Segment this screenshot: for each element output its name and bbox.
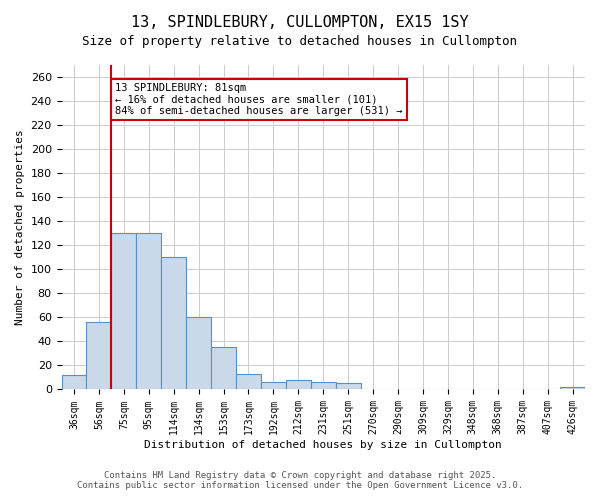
Bar	[236, 374, 261, 390]
Bar	[186, 318, 211, 390]
Bar	[261, 382, 286, 390]
X-axis label: Distribution of detached houses by size in Cullompton: Distribution of detached houses by size …	[145, 440, 502, 450]
Bar	[336, 384, 361, 390]
Bar	[136, 233, 161, 390]
Bar	[62, 375, 86, 390]
Bar	[286, 380, 311, 390]
Bar	[560, 387, 585, 390]
Bar	[161, 258, 186, 390]
Text: Size of property relative to detached houses in Cullompton: Size of property relative to detached ho…	[83, 35, 517, 48]
Text: 13 SPINDLEBURY: 81sqm
← 16% of detached houses are smaller (101)
84% of semi-det: 13 SPINDLEBURY: 81sqm ← 16% of detached …	[115, 83, 403, 116]
Bar	[86, 322, 112, 390]
Bar	[211, 348, 236, 390]
Bar	[311, 382, 336, 390]
Text: 13, SPINDLEBURY, CULLOMPTON, EX15 1SY: 13, SPINDLEBURY, CULLOMPTON, EX15 1SY	[131, 15, 469, 30]
Y-axis label: Number of detached properties: Number of detached properties	[15, 130, 25, 325]
Bar	[112, 233, 136, 390]
Text: Contains HM Land Registry data © Crown copyright and database right 2025.
Contai: Contains HM Land Registry data © Crown c…	[77, 470, 523, 490]
